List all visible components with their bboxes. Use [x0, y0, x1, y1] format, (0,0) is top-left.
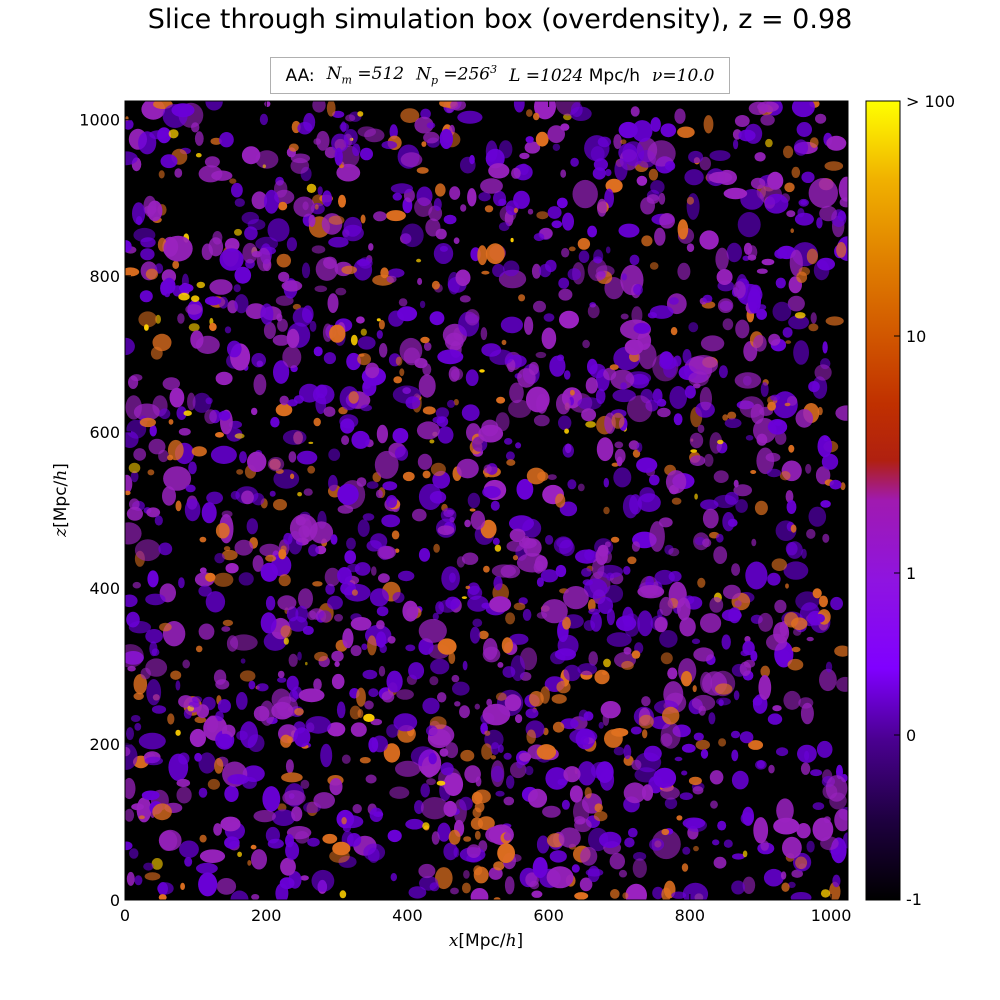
y-axis: 0 200 400 600 800 1000: [79, 111, 848, 910]
y-tick-label: 600: [89, 423, 120, 442]
colorbar-ticks: -1 0 1 10 > 100: [894, 92, 955, 909]
x-tick-label: 0: [120, 906, 130, 925]
x-tick-label: 400: [392, 906, 423, 925]
parameter-legend-box: AA: Nm =512 Np =2563 L =1024 Mpc/h ν=10.…: [270, 57, 730, 94]
x-tick-label: 200: [251, 906, 282, 925]
y-tick-label: 800: [89, 267, 120, 286]
x-axis: 0 200 400 600 800 1000: [120, 101, 852, 925]
model-prefix: AA:: [285, 65, 315, 86]
x-tick-label: 600: [533, 906, 564, 925]
nu-parameter: ν=10.0: [652, 65, 715, 86]
colorbar-tick-label: 1: [906, 564, 916, 583]
y-tick-label: 0: [110, 891, 120, 910]
colorbar-tick-label: -1: [906, 890, 922, 909]
density-field: [125, 101, 848, 900]
x-axis-label: x[Mpc/h]: [449, 931, 523, 951]
y-tick-label: 400: [89, 579, 120, 598]
y-axis-label: z[Mpc/h]: [51, 463, 71, 538]
colorbar: [865, 100, 901, 901]
colorbar-tick-label: 0: [906, 726, 916, 745]
colorbar-tick-label: > 100: [906, 92, 955, 111]
l-parameter: L =1024 Mpc/h: [509, 65, 641, 86]
np-parameter: Np =2563: [416, 63, 498, 88]
y-tick-label: 1000: [79, 111, 120, 130]
nm-parameter: Nm =512: [326, 64, 405, 87]
colorbar-tick-label: 10: [906, 327, 926, 346]
x-tick-label: 1000: [811, 906, 852, 925]
plot-frame: [124, 100, 849, 901]
x-tick-label: 800: [675, 906, 706, 925]
y-tick-label: 200: [89, 735, 120, 754]
chart-title: Slice through simulation box (overdensit…: [147, 4, 853, 35]
